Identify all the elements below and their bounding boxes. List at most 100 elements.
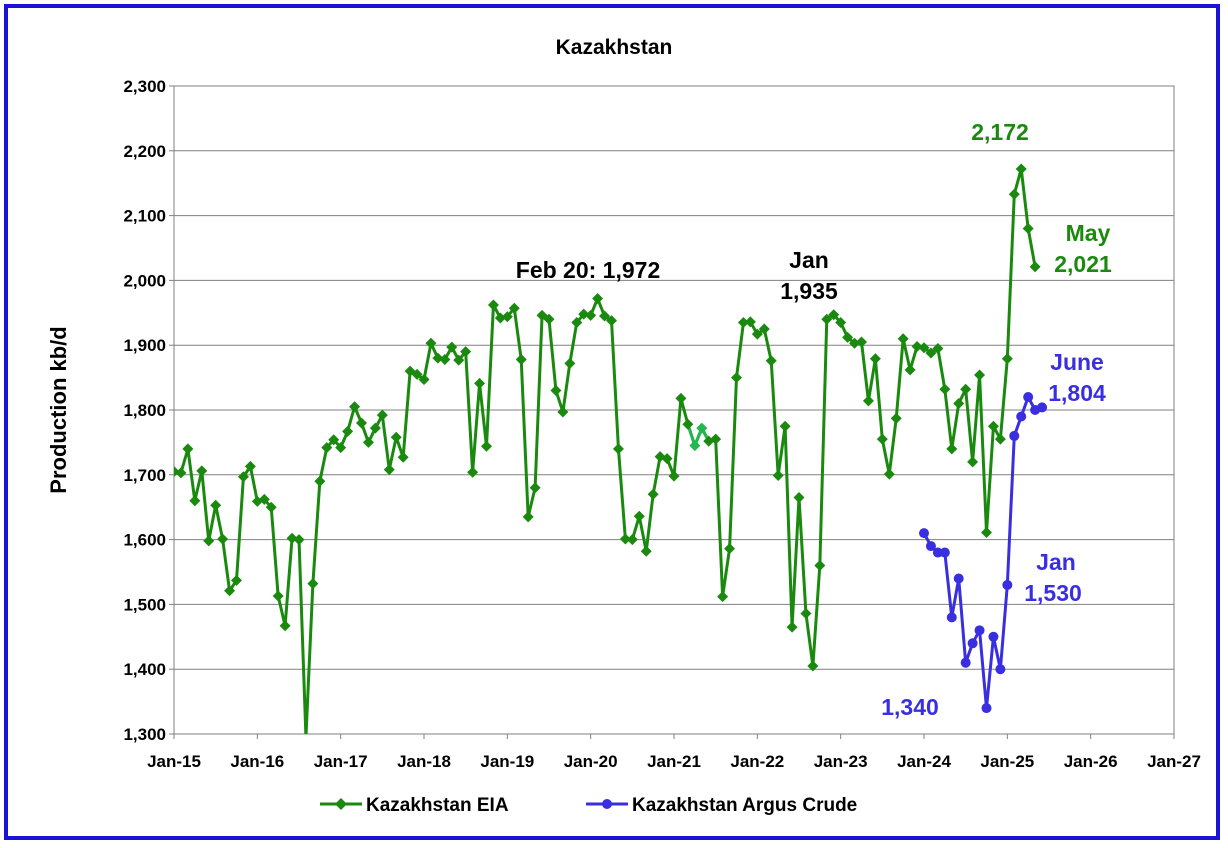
point-eia [682,418,694,430]
x-tick-label: Jan-23 [814,752,868,771]
point-eia [217,533,229,545]
point-eia [939,383,951,395]
point-eia [897,333,909,345]
point-eia [508,302,520,314]
y-tick-label: 1,900 [123,336,166,355]
point-eia [592,293,604,305]
y-tick-label: 1,600 [123,531,166,550]
point-eia [994,433,1006,445]
point-eia [439,353,451,365]
point-eia [800,607,812,619]
point-argus [946,612,957,623]
point-eia [717,591,729,603]
point-eia [349,401,361,413]
point-eia [293,534,305,546]
point-eia [1001,353,1013,365]
point-eia [862,395,874,407]
y-tick-label: 1,400 [123,660,166,679]
legend-marker-argus [602,799,612,809]
point-eia [571,317,583,329]
annotation-peak: 2,172 [971,119,1029,145]
point-eia [231,574,242,586]
point-eia [237,471,249,483]
point-eia [258,493,270,505]
x-tick-label: Jan-22 [730,752,784,771]
point-eia [911,340,923,352]
point-eia [744,316,756,328]
point-eia [272,590,284,602]
x-tick-label: Jan-26 [1064,752,1118,771]
point-eia [481,440,492,452]
annotation-may-label: May [1066,220,1111,246]
point-eia [751,328,763,340]
point-eia [960,383,972,395]
point-eia [606,315,617,327]
annotation-jan-argus-value: 1,530 [1024,580,1082,606]
point-eia [689,440,701,452]
point-eia [550,385,562,397]
point-eia [793,491,805,503]
point-eia [362,436,374,448]
point-eia [279,620,291,632]
point-eia [710,433,722,445]
point-eia [925,347,937,359]
point-argus [925,541,936,552]
line-eia-highlight [686,423,711,451]
point-argus [960,657,971,668]
y-tick-label: 1,500 [123,595,166,614]
point-eia [175,467,187,479]
point-eia [786,621,798,633]
point-eia [918,342,930,354]
point-eia [522,511,534,523]
legend-label-argus: Kazakhstan Argus Crude [632,795,857,816]
point-eia [224,585,236,597]
series-eia [174,163,1041,734]
x-tick-labels: Jan-15 Jan-16 Jan-17 Jan-18 Jan-19 Jan-20 Jan-… [147,752,1201,771]
point-eia [765,355,777,367]
point-eia [835,317,847,329]
point-eia [890,412,902,424]
point-argus [1009,430,1020,441]
point-eia [1015,163,1027,175]
y-tick-label: 2,200 [123,142,166,161]
point-eia [453,354,465,366]
point-eia [633,510,645,522]
legend: Kazakhstan EIA Kazakhstan Argus Crude [320,795,857,816]
point-eia [321,442,333,454]
point-eia [779,420,791,432]
point-eia [390,431,402,443]
point-eia [425,337,437,349]
point-eia [981,526,992,538]
point-argus [953,573,964,584]
point-eia [647,488,659,500]
point-eia [467,466,479,478]
point-eia [529,482,541,494]
point-eia [189,495,201,507]
annotation-jan-value: 1,935 [780,278,838,304]
series-layer [174,163,1048,734]
point-argus [932,547,943,558]
annotation-may-value: 2,021 [1054,251,1112,277]
annotation-low: 1,340 [881,694,939,720]
point-eia [814,560,826,572]
point-eia [501,311,513,323]
point-eia [328,434,340,446]
point-eia [807,660,819,672]
point-eia [210,499,222,511]
point-eia [196,465,208,477]
point-argus [988,631,999,642]
annotation-jan-label: Jan [789,247,829,273]
point-eia [724,543,736,555]
point-eia [974,369,986,381]
point-eia [335,442,347,454]
point-eia [543,313,555,325]
x-tick-label: Jan-25 [980,752,1034,771]
point-eia [758,323,770,335]
point-eia [494,312,506,324]
gridlines [169,85,1175,739]
point-eia [383,464,395,476]
x-tick-label: Jan-15 [147,752,201,771]
x-tick-label: Jan-16 [230,752,284,771]
point-argus [1002,579,1013,590]
